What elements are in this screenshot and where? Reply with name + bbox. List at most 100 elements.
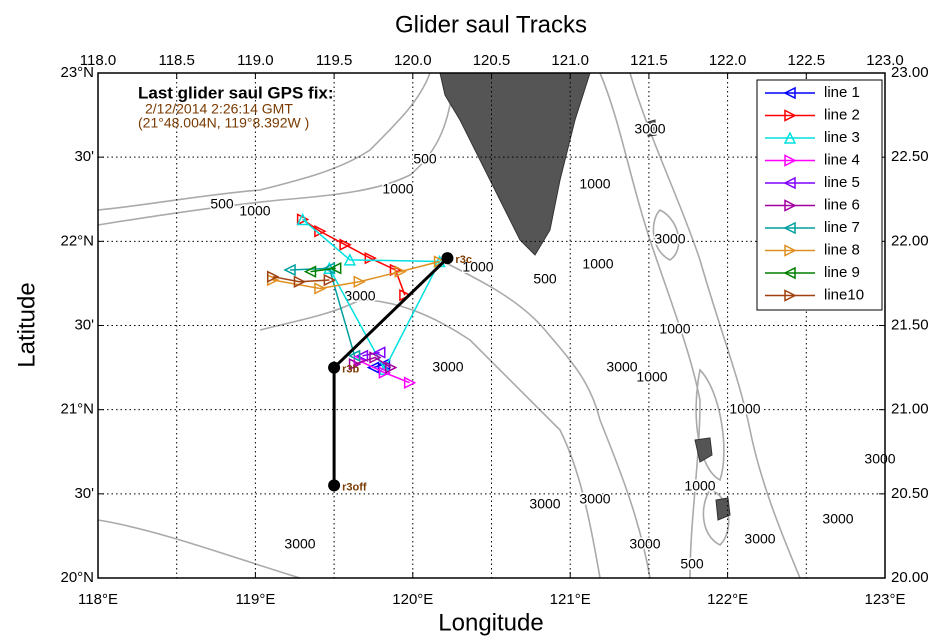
- waypoint: [328, 361, 341, 374]
- x-top-tick-label: 118.0: [80, 52, 116, 69]
- legend-label: line 2: [824, 106, 860, 123]
- contour: [695, 368, 725, 482]
- legend-marker: [783, 266, 796, 280]
- track-marker: [394, 265, 407, 278]
- plot-frame: [97, 72, 886, 579]
- legend-box: [756, 79, 883, 311]
- track-marker: [296, 213, 310, 226]
- x-top-tick-label: 121.5: [630, 52, 668, 69]
- x-top-tick-label: 120.0: [394, 52, 432, 69]
- bathymetry: [97, 72, 801, 579]
- contour-label: 1000: [582, 256, 613, 272]
- legend-marker: [784, 199, 797, 212]
- y-tick-label: 30': [74, 316, 94, 333]
- contour-label: 3000: [864, 451, 895, 467]
- x-tick-label: 118°E: [78, 591, 118, 608]
- contour-label: 3000: [634, 121, 665, 137]
- contour-label: 500: [210, 196, 234, 212]
- legend-marker: [784, 244, 797, 257]
- land: [647, 119, 657, 137]
- track-marker: [355, 349, 369, 363]
- track-marker: [347, 349, 361, 363]
- contour-label: 3000: [629, 536, 660, 552]
- x-tick-label: 119°E: [235, 591, 275, 608]
- contour-label: 500: [680, 556, 704, 572]
- track-marker: [323, 273, 337, 287]
- legend-marker: [783, 131, 797, 144]
- contour: [259, 299, 601, 579]
- x-tick-label: 123°E: [864, 591, 905, 608]
- y-right-tick-label: 22.00: [891, 232, 929, 249]
- track-marker: [403, 376, 417, 389]
- x-tick-label: 122°E: [707, 591, 748, 608]
- contour-label: 1000: [729, 401, 760, 417]
- x-top-tick-label: 122.5: [788, 52, 826, 69]
- x-top-tick-label: 123.0: [866, 52, 904, 69]
- track-marker: [328, 262, 342, 275]
- x-axis-label: Longitude: [438, 609, 543, 636]
- contour-label: 1000: [462, 259, 493, 275]
- track-marker: [283, 263, 296, 277]
- contour-label: 3000: [432, 359, 463, 375]
- land: [439, 72, 591, 256]
- x-tick-label: 121°E: [550, 591, 591, 608]
- legend-marker: [784, 154, 797, 167]
- contour-label: 3000: [654, 231, 685, 247]
- waypoint-label: r3c: [455, 254, 472, 266]
- x-top-tick-label: 120.5: [473, 52, 511, 69]
- contour-label: 3000: [744, 531, 775, 547]
- contour: [97, 72, 456, 226]
- waypoint: [328, 479, 341, 492]
- track-marker: [353, 275, 366, 288]
- chart-title: Glider saul Tracks: [395, 11, 587, 38]
- x-tick-label: 120°E: [392, 591, 433, 608]
- y-right-tick-label: 20.50: [891, 485, 929, 502]
- legend-label: line 7: [824, 219, 860, 236]
- contour: [97, 72, 431, 211]
- track-marker: [373, 346, 386, 359]
- contour: [439, 259, 651, 579]
- y-right-tick-label: 22.50: [891, 148, 929, 165]
- land: [694, 437, 713, 463]
- x-top-tick-label: 119.5: [316, 52, 352, 69]
- track-marker: [339, 238, 352, 251]
- track-marker: [366, 361, 380, 374]
- contour-label: 1000: [684, 478, 715, 494]
- legend-label: line 4: [824, 151, 860, 168]
- contour-label: 500: [413, 151, 437, 167]
- waypoint: [441, 252, 454, 265]
- y-right-tick-label: 21.00: [891, 401, 929, 418]
- track-marker: [314, 282, 327, 295]
- y-tick-label: 20°N: [60, 569, 94, 586]
- y-right-tick-label: 20.00: [891, 569, 929, 586]
- y-axis-label: Latitude: [13, 282, 40, 367]
- annotation: 2/12/2014 2:26:14 GMT: [145, 101, 293, 117]
- legend-label: line 6: [824, 196, 860, 213]
- legend-marker: [784, 109, 797, 122]
- contour-label: 1000: [659, 321, 690, 337]
- contour-label: 1000: [239, 203, 270, 219]
- legend-marker: [783, 176, 796, 190]
- contour-label: 3000: [579, 491, 610, 507]
- legend-marker: [783, 221, 796, 235]
- contour: [599, 72, 701, 579]
- waypoint-label: r3b: [342, 363, 359, 375]
- contour-label: 3000: [344, 288, 375, 304]
- contour-label: 3000: [284, 536, 315, 552]
- x-top-tick-label: 119.0: [237, 52, 273, 69]
- annotation: (21°48.004N, 119°8.392W ): [138, 115, 309, 131]
- land: [715, 497, 731, 521]
- legend-label: line 8: [824, 241, 860, 258]
- legend: line 1 line 2 line 3 line 4 line 5 line 6 line…: [756, 79, 883, 311]
- contour: [629, 72, 801, 579]
- y-right-tick-label: 21.50: [891, 316, 929, 333]
- y-tick-label: 22°N: [60, 232, 94, 249]
- track-marker: [266, 270, 280, 283]
- contour-label: 1000: [636, 369, 667, 385]
- y-tick-label: 21°N: [60, 401, 94, 418]
- y-tick-label: 30': [74, 148, 94, 165]
- track-marker: [378, 366, 392, 379]
- contour-label: 500: [533, 271, 557, 287]
- track-line: [358, 360, 410, 384]
